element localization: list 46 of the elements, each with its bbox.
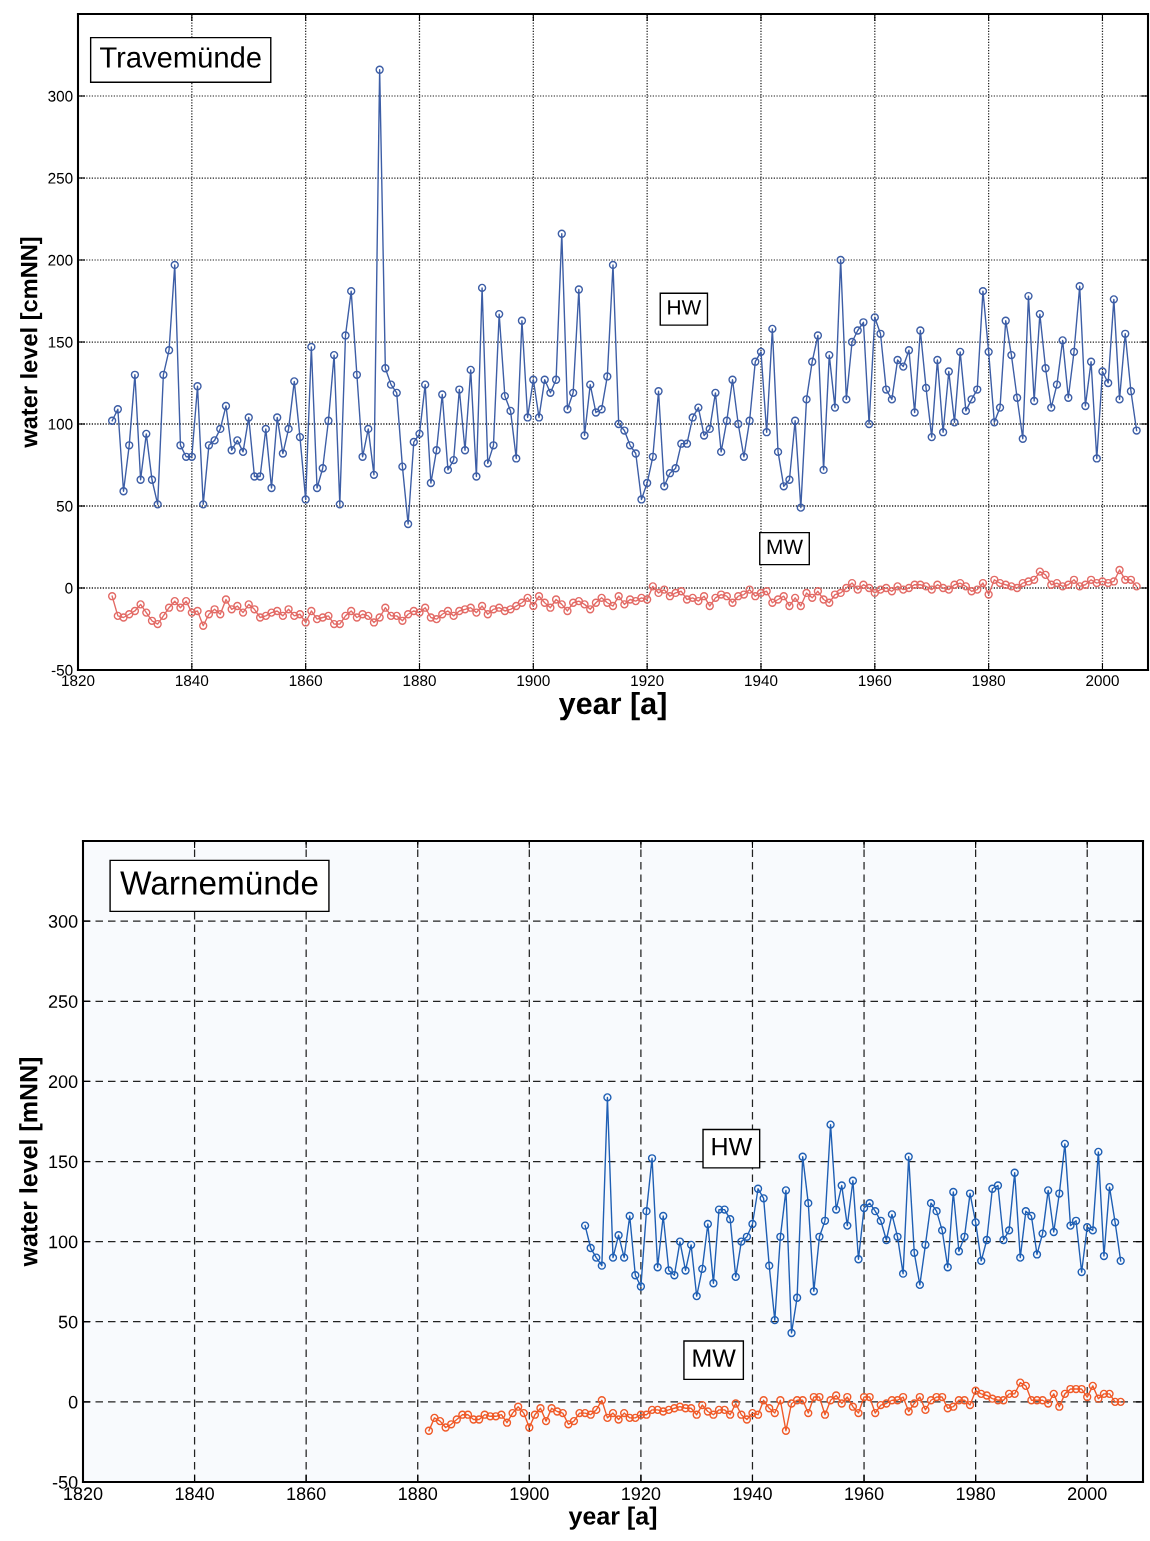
x-tick-label: 1880 [403,675,436,687]
series-label: HW [712,1137,753,1156]
x-tick-label: 1900 [517,675,550,687]
y-tick-label: 300 [48,915,78,928]
x-tick-label: 1840 [175,1487,214,1501]
x-tick-label: 1940 [745,675,778,687]
x-tick-label: 1980 [956,1487,996,1501]
x-tick-label: 1900 [510,1487,549,1501]
x-tick-label: 1960 [845,1487,884,1501]
x-tick-label: 1860 [289,675,323,687]
x-tick-label: 1960 [858,675,892,687]
y-tick-label: 300 [48,90,73,102]
y-tick-label: 100 [48,418,73,430]
y-tick-label: 150 [48,336,73,348]
series-label: MW [767,539,803,555]
y-tick-label: 250 [48,172,73,184]
y-tick-label: 200 [48,254,73,266]
x-tick-label: 2000 [1086,675,1119,687]
y-axis-title: water level [cmNN] [20,237,43,448]
x-tick-label: 1940 [733,1487,772,1501]
text: HW [668,300,702,315]
x-tick-label: 1820 [64,1487,103,1501]
x-tick-label: 1860 [287,1487,326,1501]
y-axis-title: water level [mNN] [19,1058,43,1267]
x-axis-title: year [a] [558,691,666,721]
y-tick-label: 0 [68,1395,78,1409]
series-label: MW [693,1349,736,1367]
text: Warnemünde [120,870,318,895]
x-tick-label: 1880 [399,1487,438,1501]
y-tick-label: 0 [65,582,73,594]
x-tick-label: 1820 [62,675,95,687]
x-tick-label: 1840 [176,675,209,687]
y-tick-label: 250 [48,995,78,1008]
y-tick-label: 50 [56,500,73,512]
y-tick-label: 100 [49,1235,78,1249]
y-tick-label: 150 [49,1155,78,1169]
x-tick-label: 1920 [631,675,664,687]
y-tick-label: 200 [48,1075,78,1089]
x-tick-label: 1920 [622,1487,661,1501]
y-tick-label: 50 [58,1315,78,1329]
x-tick-label: 1980 [972,675,1006,687]
text: Travemünde [100,46,261,68]
x-tick-label: 2000 [1068,1487,1107,1501]
y-tick-label: -50 [51,664,73,676]
y-tick-label: -50 [52,1475,78,1489]
x-axis-title: year [a] [568,1506,657,1530]
